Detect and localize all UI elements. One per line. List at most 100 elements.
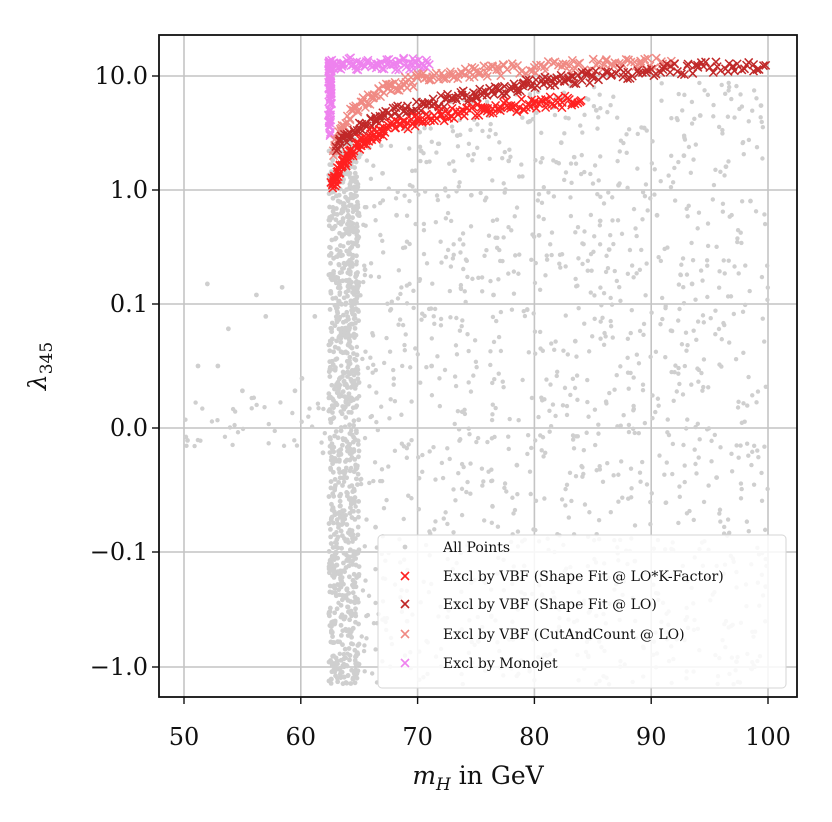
all-points-dot	[332, 433, 338, 439]
all-points-dot	[349, 528, 355, 534]
all-points-dot	[338, 633, 344, 638]
all-points-dot	[351, 554, 356, 559]
all-points-dot	[345, 672, 351, 678]
all-points-dot	[590, 181, 596, 186]
all-points-dot	[531, 311, 536, 316]
all-points-dot	[582, 229, 587, 234]
all-points-dot	[612, 387, 617, 392]
all-points-dot	[344, 439, 350, 444]
all-points-dot	[588, 171, 593, 177]
all-points-dot	[539, 200, 545, 206]
all-points-dot	[642, 193, 648, 199]
all-points-dot	[328, 517, 334, 523]
all-points-dot	[614, 278, 620, 284]
all-points-dot	[347, 181, 353, 187]
all-points-dot	[656, 254, 661, 260]
all-points-dot	[658, 178, 663, 184]
all-points-dot	[335, 511, 341, 516]
all-points-dot	[336, 600, 341, 606]
all-points-dot	[574, 354, 579, 359]
all-points-dot	[341, 674, 347, 680]
all-points-dot	[741, 151, 746, 157]
all-points-dot	[458, 250, 463, 255]
all-points-dot	[631, 375, 636, 380]
all-points-dot	[573, 434, 579, 439]
all-points-dot	[342, 424, 348, 430]
all-points-dot	[572, 155, 577, 160]
all-points-dot	[631, 403, 636, 409]
excluded-point	[337, 162, 347, 172]
y-tick-label: 10.0	[95, 62, 148, 90]
excluded-point	[529, 62, 539, 72]
all-points-dot	[722, 91, 728, 97]
all-points-dot	[322, 430, 328, 436]
all-points-dot	[738, 496, 744, 501]
excluded-point	[389, 59, 399, 69]
all-points-dot	[429, 139, 434, 145]
all-points-dot	[387, 349, 393, 354]
all-points-dot	[662, 472, 667, 477]
all-points-dot	[649, 161, 655, 166]
all-points-dot	[331, 584, 336, 590]
all-points-dot	[356, 621, 361, 627]
all-points-dot	[343, 349, 349, 355]
all-points-dot	[353, 280, 359, 285]
all-points-dot	[336, 459, 342, 464]
all-points-dot	[347, 333, 353, 339]
excluded-point	[512, 60, 523, 71]
all-points-dot	[693, 461, 698, 467]
all-points-dot	[335, 310, 341, 316]
all-points-dot	[338, 349, 344, 355]
all-points-dot	[487, 156, 492, 161]
all-points-dot	[755, 448, 760, 453]
all-points-dot	[335, 534, 341, 540]
all-points-dot	[656, 403, 661, 408]
excluded-point	[601, 67, 611, 77]
all-points-dot	[352, 680, 358, 686]
all-points-dot	[541, 454, 546, 459]
all-points-dot	[673, 363, 678, 368]
all-points-dot	[354, 430, 359, 436]
excluded-point	[331, 172, 341, 182]
all-points-dot	[370, 370, 375, 375]
all-points-dot	[377, 200, 383, 206]
all-points-dot	[422, 189, 428, 194]
all-points-dot	[516, 417, 521, 423]
all-points-dot	[698, 268, 704, 273]
all-points-dot	[598, 106, 603, 111]
all-points-dot	[500, 155, 505, 161]
all-points-dot	[341, 312, 346, 318]
all-points-dot	[513, 253, 518, 258]
all-points-dot	[373, 647, 378, 652]
all-points-dot	[615, 424, 620, 429]
all-points-dot	[364, 613, 369, 619]
all-points-dot	[509, 307, 515, 312]
all-points-dot	[350, 536, 355, 541]
excluded-point	[337, 59, 347, 69]
excluded-point	[407, 59, 417, 69]
all-points-dot	[340, 389, 346, 395]
all-points-dot	[682, 137, 688, 142]
excluded-point	[599, 60, 610, 70]
all-points-dot	[350, 286, 356, 292]
all-points-dot	[222, 434, 228, 440]
all-points-dot	[628, 466, 634, 471]
all-points-dot	[588, 212, 594, 218]
all-points-dot	[434, 193, 440, 198]
all-points-dot	[631, 206, 637, 212]
all-points-dot	[716, 326, 722, 332]
all-points-dot	[333, 429, 339, 434]
all-points-dot	[640, 217, 645, 222]
excluded-point	[372, 60, 382, 70]
all-points-dot	[653, 409, 658, 415]
all-points-dot	[630, 426, 636, 431]
all-points-dot	[351, 611, 357, 617]
all-points-dot	[489, 467, 494, 472]
all-points-dot	[334, 338, 339, 344]
all-points-dot	[670, 441, 676, 447]
legend-label: Excl by VBF (Shape Fit @ LO)	[443, 597, 657, 613]
all-points-dot	[681, 133, 687, 138]
all-points-dot	[336, 571, 342, 576]
all-points-dot	[671, 398, 676, 403]
all-points-dot	[368, 414, 373, 420]
